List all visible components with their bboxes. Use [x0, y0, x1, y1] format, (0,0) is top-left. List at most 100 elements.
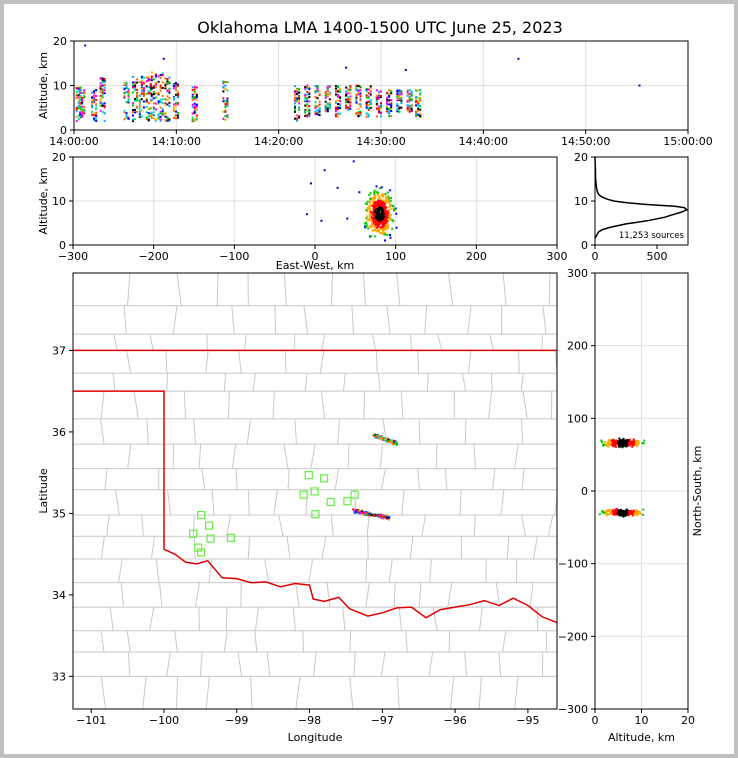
source-point	[386, 197, 389, 200]
source-point	[99, 77, 102, 80]
y-tick-label: −200	[558, 630, 588, 643]
source-point	[161, 86, 164, 89]
y-tick-label: 20	[53, 35, 67, 48]
source-point	[145, 111, 148, 114]
county-border	[450, 676, 455, 709]
source-point	[379, 206, 382, 209]
source-point	[159, 106, 162, 109]
source-point	[380, 218, 383, 221]
source-point	[367, 92, 370, 95]
source-point	[379, 226, 382, 229]
source-point	[415, 114, 418, 117]
source-point	[172, 87, 175, 90]
source-point	[347, 99, 350, 102]
source-point	[103, 86, 106, 89]
source-point	[138, 107, 141, 110]
source-point	[388, 95, 391, 98]
source-point	[374, 196, 377, 199]
source-point	[362, 513, 365, 516]
source-point	[390, 109, 393, 112]
source-point	[365, 115, 368, 118]
source-point	[636, 511, 639, 514]
county-border	[418, 582, 422, 608]
source-point	[306, 86, 309, 89]
source-point	[345, 86, 348, 89]
source-point	[142, 86, 145, 89]
county-border	[464, 418, 467, 445]
source-point	[152, 78, 155, 81]
source-point	[91, 96, 94, 99]
source-point	[304, 111, 307, 114]
source-point	[367, 96, 370, 99]
x-tick-label: 500	[647, 250, 668, 263]
y-tick-label: −300	[558, 703, 588, 716]
source-point	[373, 218, 376, 221]
source-point	[372, 204, 375, 207]
county-border	[287, 468, 290, 490]
source-point	[388, 112, 391, 115]
source-point	[226, 104, 229, 107]
county-border	[284, 350, 287, 374]
source-point	[345, 92, 348, 95]
source-point	[384, 220, 387, 223]
county-border	[473, 515, 476, 537]
source-point	[347, 109, 350, 112]
source-point	[390, 106, 393, 109]
x-tick-label: 300	[547, 250, 568, 263]
source-point	[174, 102, 177, 105]
source-point	[406, 106, 409, 109]
source-point	[95, 104, 98, 107]
source-point	[159, 112, 162, 115]
source-point	[152, 91, 155, 94]
source-point	[396, 96, 399, 99]
county-border	[319, 350, 325, 374]
source-point	[91, 99, 94, 102]
source-point	[371, 212, 374, 215]
county-border	[264, 558, 270, 583]
source-point	[381, 438, 384, 441]
county-border	[194, 582, 201, 608]
source-point	[616, 441, 619, 444]
source-point	[625, 445, 628, 448]
source-point	[376, 212, 379, 215]
county-border	[126, 630, 131, 653]
source-point	[383, 218, 386, 221]
station-marker	[299, 490, 308, 499]
source-point	[157, 80, 160, 83]
source-point	[309, 182, 312, 185]
source-point	[195, 116, 198, 119]
source-point	[622, 511, 625, 514]
source-point	[375, 215, 378, 218]
x-tick-label: −96	[443, 714, 466, 727]
source-point	[383, 437, 386, 440]
source-point	[372, 210, 375, 213]
source-point	[154, 92, 157, 95]
source-point	[324, 105, 327, 108]
source-point	[164, 111, 167, 114]
source-point	[159, 110, 162, 113]
source-point	[381, 220, 384, 223]
source-point	[628, 441, 631, 444]
source-point	[131, 111, 134, 114]
source-point	[95, 99, 98, 102]
source-point	[306, 90, 309, 93]
source-point	[79, 89, 82, 92]
source-point	[316, 85, 319, 88]
source-point	[379, 112, 382, 115]
source-point	[159, 86, 162, 89]
source-point	[152, 117, 155, 120]
source-point	[380, 228, 383, 231]
source-point	[138, 102, 141, 105]
source-point	[127, 100, 130, 103]
source-point	[346, 217, 349, 220]
source-point	[390, 90, 393, 93]
source-point	[349, 103, 352, 106]
source-point	[131, 81, 134, 84]
source-point	[378, 199, 381, 202]
source-point	[391, 442, 394, 445]
source-point	[624, 512, 627, 515]
source-point	[377, 436, 380, 439]
source-point	[345, 98, 348, 101]
source-point	[154, 119, 157, 122]
source-point	[75, 97, 78, 100]
